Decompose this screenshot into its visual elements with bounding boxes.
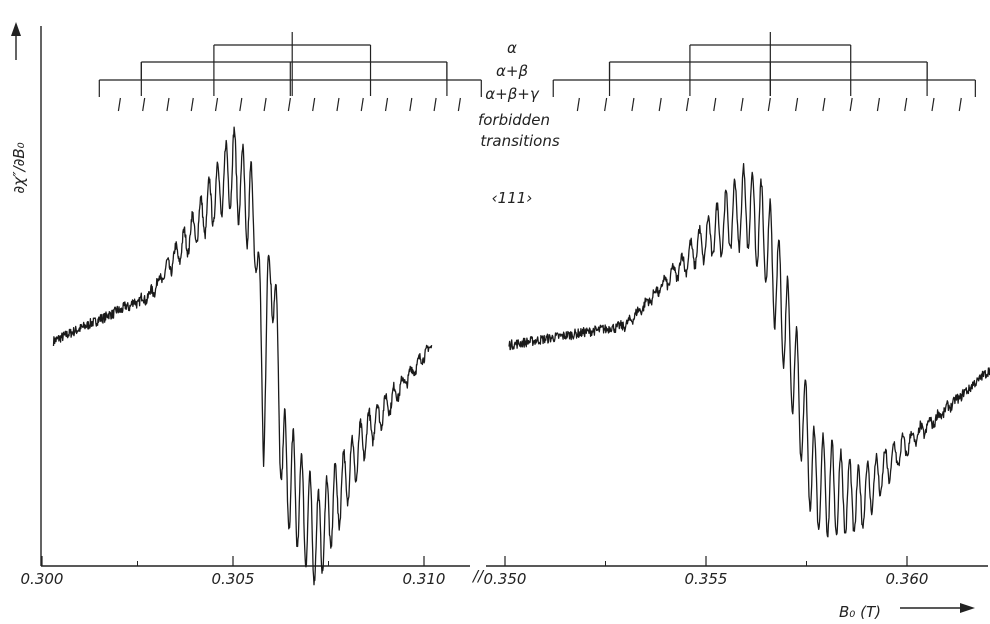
x-axis-label: B₀ (T) xyxy=(839,603,881,621)
forbidden-stick-right-11 xyxy=(876,97,881,112)
chart-labels: ∂χ″/∂B₀ B₀ (T) ‹111› α α+β α+β+γ forbidd… xyxy=(10,39,881,621)
forbidden-stick-left-8 xyxy=(312,97,316,112)
axes-frame: 0.300 0.305 0.310 0.350 0.355 0.360 xyxy=(11,22,988,613)
spectrum-curve-right xyxy=(508,163,990,538)
forbidden-stick-left-0 xyxy=(117,97,121,112)
legend-entry-forbidden: forbidden xyxy=(478,111,550,129)
x-axis-arrow xyxy=(960,603,975,613)
x-tick-label-3: 0.350 xyxy=(484,570,527,588)
spectrum-curves xyxy=(52,126,990,586)
legend-entry-alpha-beta-gamma: α+β+γ xyxy=(485,85,540,103)
x-tick-label-2: 0.310 xyxy=(403,570,446,588)
orientation-label: ‹111› xyxy=(492,189,533,207)
forbidden-stick-left-1 xyxy=(142,97,146,112)
x-tick-label-4: 0.355 xyxy=(685,570,728,588)
forbidden-stick-right-13 xyxy=(931,97,935,112)
forbidden-stick-left-9 xyxy=(336,97,340,112)
forbidden-stick-right-4 xyxy=(685,97,690,112)
forbidden-stick-left-11 xyxy=(384,97,389,112)
forbidden-stick-left-4 xyxy=(214,97,219,112)
x-tick-label-1: 0.305 xyxy=(212,570,255,588)
forbidden-stick-right-14 xyxy=(958,97,962,112)
forbidden-stick-left-14 xyxy=(457,97,461,112)
forbidden-stick-right-6 xyxy=(740,97,744,112)
forbidden-stick-right-5 xyxy=(713,97,717,112)
legend-entry-transitions: transitions xyxy=(480,132,559,150)
stick-diagrams xyxy=(98,32,976,112)
x-tick-label-0: 0.300 xyxy=(21,570,64,588)
spectrum-curve-left xyxy=(52,126,433,586)
x-tick-label-5: 0.360 xyxy=(886,570,929,588)
forbidden-stick-right-12 xyxy=(904,97,908,112)
forbidden-stick-left-2 xyxy=(166,97,170,112)
forbidden-stick-left-10 xyxy=(360,97,364,112)
forbidden-stick-left-3 xyxy=(190,97,194,112)
forbidden-stick-right-9 xyxy=(822,97,826,112)
forbidden-stick-left-6 xyxy=(263,97,267,112)
forbidden-stick-left-7 xyxy=(287,97,291,112)
forbidden-stick-right-7 xyxy=(767,97,771,112)
forbidden-stick-left-13 xyxy=(433,97,437,112)
forbidden-stick-left-5 xyxy=(239,97,243,112)
forbidden-stick-right-2 xyxy=(631,97,635,112)
legend-entry-alpha-beta: α+β xyxy=(496,62,528,80)
forbidden-stick-left-12 xyxy=(409,97,413,112)
forbidden-stick-right-8 xyxy=(794,97,799,112)
forbidden-stick-right-10 xyxy=(849,97,853,112)
axis-break-marker: // xyxy=(471,567,485,585)
forbidden-stick-right-1 xyxy=(604,97,608,112)
forbidden-stick-right-3 xyxy=(658,97,662,112)
y-axis-label: ∂χ″/∂B₀ xyxy=(10,142,28,193)
forbidden-stick-right-0 xyxy=(576,97,580,112)
legend-entry-alpha: α xyxy=(507,39,517,57)
y-axis-arrow xyxy=(11,22,21,36)
